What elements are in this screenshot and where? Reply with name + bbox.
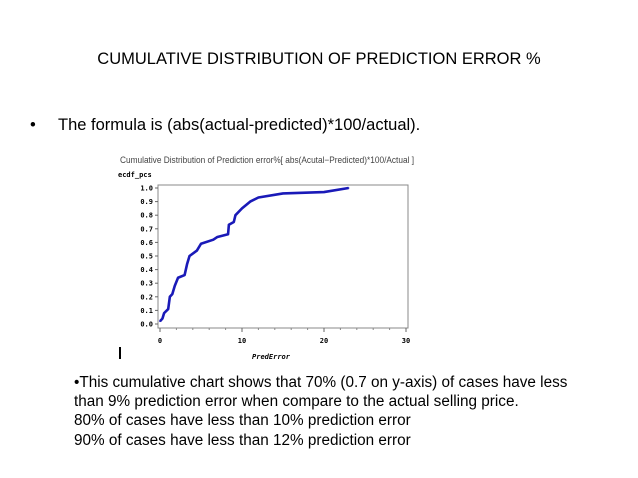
data-point [323, 191, 325, 193]
y-tick-label: 0.9 [140, 198, 153, 206]
ecdf-line [159, 186, 349, 323]
data-point [233, 221, 235, 223]
data-point [347, 187, 350, 189]
data-point [249, 200, 251, 203]
data-point [173, 285, 176, 287]
y-tick-label: 0.5 [140, 253, 153, 261]
data-point [196, 249, 198, 252]
data-point [177, 276, 179, 279]
data-point [227, 233, 229, 236]
y-tick-label: 1.0 [140, 185, 153, 193]
data-point [234, 214, 237, 216]
note-1: •This cumulative chart shows that 70% (0… [74, 374, 568, 411]
slide-title: CUMULATIVE DISTRIBUTION OF PREDICTION ER… [97, 50, 541, 68]
x-tick-label: 20 [320, 337, 328, 345]
data-point [282, 192, 284, 195]
data-point [183, 274, 186, 276]
data-point [228, 223, 230, 226]
y-tick-label: 0.4 [140, 266, 153, 274]
data-point [216, 236, 219, 238]
x-tick-label: 0 [158, 337, 162, 345]
data-point [241, 207, 243, 210]
plot-frame [157, 184, 409, 329]
note-2: 80% of cases have less than 10% predicti… [74, 412, 411, 430]
data-point [163, 312, 165, 314]
data-point [212, 238, 215, 241]
y-tick-label: 0.7 [140, 225, 153, 233]
y-axis-label: ecdf_pcs [118, 171, 152, 179]
chart-title: Cumulative Distribution of Prediction er… [120, 155, 414, 165]
data-point [171, 293, 174, 295]
formula-text: The formula is (abs(actual-predicted)*10… [58, 116, 421, 134]
notes: •This cumulative chart shows that 70% (0… [74, 373, 574, 450]
ecdf-chart: Cumulative Distribution of Prediction er… [118, 155, 414, 361]
data-point [161, 317, 164, 320]
data-point [169, 296, 171, 298]
data-point [159, 320, 161, 323]
note-3: 90% of cases have less than 12% predicti… [74, 431, 411, 449]
text-cursor [119, 347, 121, 359]
data-point [200, 242, 202, 245]
formula-bullet: • The formula is (abs(actual-predicted)*1… [30, 116, 420, 135]
y-tick-label: 0.6 [140, 239, 153, 247]
y-tick-label: 0.3 [140, 280, 153, 288]
x-tick-label: 30 [402, 337, 410, 345]
x-axis-label: PredError [252, 353, 291, 361]
data-point [257, 196, 260, 199]
x-tick-label: 10 [238, 337, 246, 345]
y-tick-label: 0.2 [140, 293, 153, 301]
bullet-icon: • [30, 116, 36, 134]
data-point [186, 263, 188, 265]
y-tick-label: 0.0 [140, 321, 153, 329]
y-tick-label: 0.1 [140, 307, 153, 315]
data-point [188, 255, 191, 257]
data-point [167, 308, 169, 310]
y-tick-label: 0.8 [140, 212, 153, 220]
